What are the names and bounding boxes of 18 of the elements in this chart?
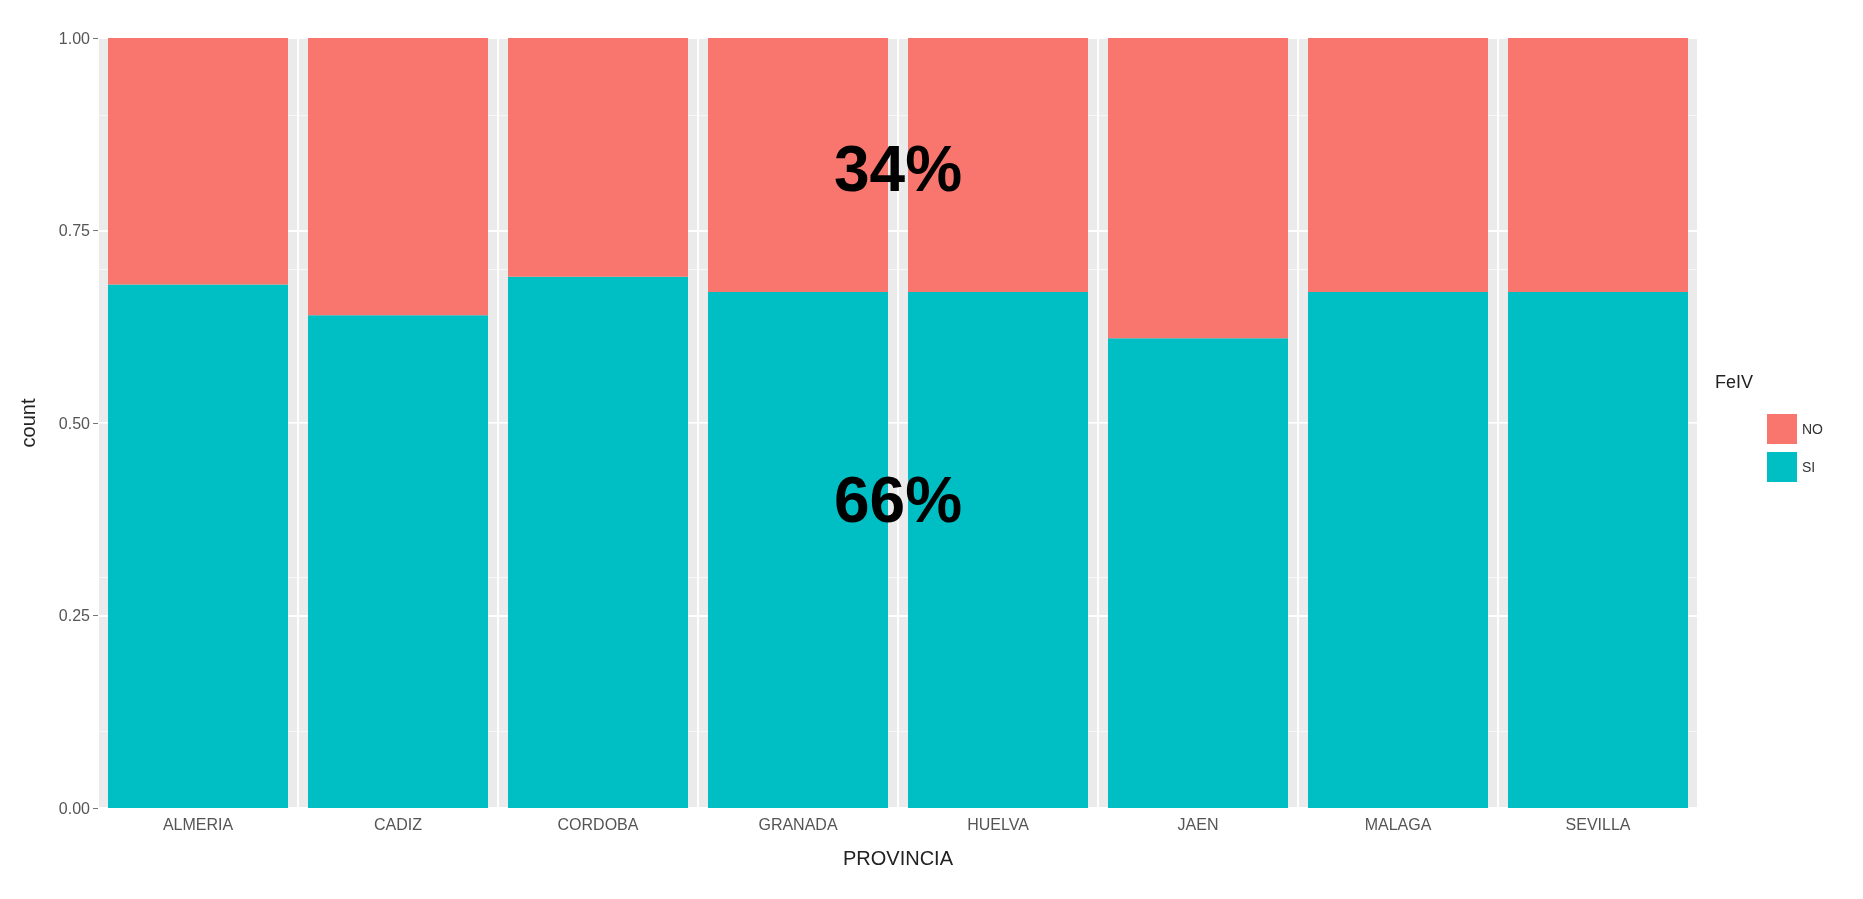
y-axis-title: count xyxy=(17,398,39,448)
x-tick-label: ALMERIA xyxy=(162,815,234,833)
legend-label: NO xyxy=(1802,421,1824,437)
x-tick-label: HUELVA xyxy=(967,815,1030,833)
x-tick-label: CORDOBA xyxy=(557,815,639,833)
y-tick-label: 0.75 xyxy=(58,222,91,239)
y-tick-label: 0.00 xyxy=(58,799,91,817)
x-tick-label: SEVILLA xyxy=(1565,815,1631,833)
y-tick-label: 1.00 xyxy=(58,29,91,47)
x-tick-label: GRANADA xyxy=(758,815,838,833)
legend-title: FeIV xyxy=(1714,372,1753,392)
x-tick-label: JAEN xyxy=(1177,815,1219,833)
x-tick-label: CADIZ xyxy=(374,815,423,833)
x-tick-label: MALAGA xyxy=(1364,815,1432,833)
y-tick-label: 0.50 xyxy=(58,414,91,432)
y-tick-label: 0.25 xyxy=(58,607,91,624)
legend-label: SI xyxy=(1802,459,1816,475)
x-axis-title: PROVINCIA xyxy=(842,847,954,869)
